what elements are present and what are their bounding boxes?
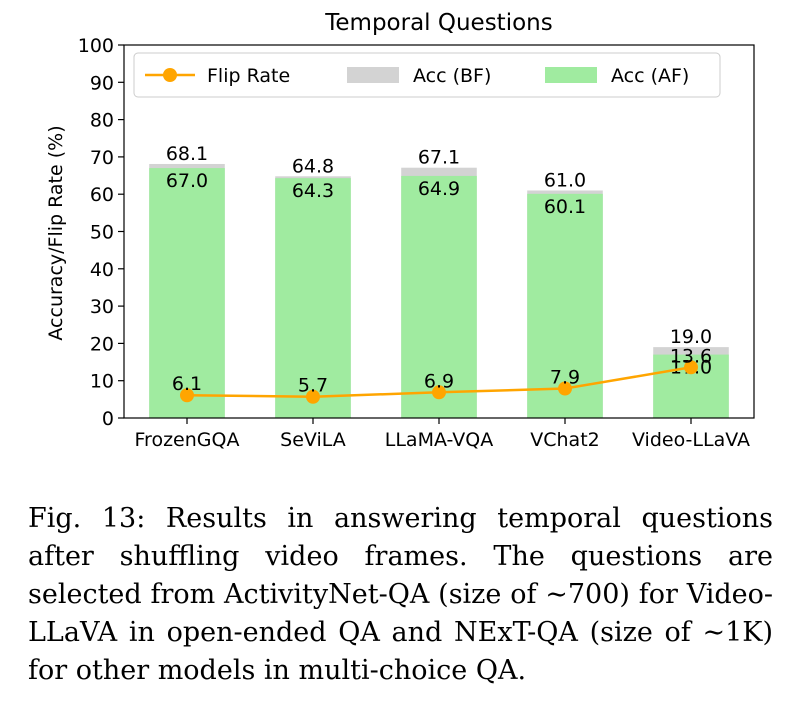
flip-rate-point (558, 381, 572, 396)
flip-rate-point (684, 360, 698, 375)
flip-rate-point (432, 385, 446, 400)
acc-bf-value-label: 68.1 (166, 143, 208, 165)
y-tick-label: 50 (90, 222, 114, 244)
legend-box (133, 52, 721, 98)
legend-acc-af-swatch (545, 67, 597, 83)
y-tick-label: 80 (90, 110, 114, 132)
y-tick-label: 100 (78, 35, 114, 57)
acc-af-bar (527, 193, 603, 418)
flip-rate-value-label: 13.6 (670, 345, 712, 367)
legend-acc-af-label: Acc (AF) (611, 65, 689, 87)
acc-af-bar (275, 178, 351, 418)
bar-line-chart: Temporal Questions Accuracy/Flip Rate (%… (45, 10, 755, 451)
acc-bf-value-label: 67.1 (418, 147, 460, 169)
flip-rate-value-label: 5.7 (298, 375, 328, 397)
acc-af-value-label: 64.3 (292, 180, 334, 202)
x-tick-label: VChat2 (530, 429, 600, 451)
chart-title: Temporal Questions (324, 10, 552, 36)
axes: 0 10 20 30 40 50 60 70 80 90 100 FrozenGQA SeViLA LLa… (78, 35, 755, 451)
flip-rate-value-label: 6.9 (424, 370, 454, 392)
y-tick-label: 70 (90, 147, 114, 169)
y-axis-label: Accuracy/Flip Rate (%) (45, 125, 67, 340)
chart-container: Temporal Questions Accuracy/Flip Rate (%… (45, 10, 755, 451)
bar-value-labels: 68.167.064.864.367.164.961.060.119.017.0 (166, 143, 712, 379)
y-tick-label: 30 (90, 296, 114, 318)
x-tick-label: Video-LLaVA (632, 429, 750, 451)
acc-af-bar (149, 168, 225, 418)
flip-rate-value-label: 7.9 (550, 367, 580, 389)
y-tick-label: 60 (90, 184, 114, 206)
acc-af-bars (149, 168, 729, 418)
y-tick-label: 20 (90, 333, 114, 355)
y-tick-label: 90 (90, 72, 114, 94)
flip-rate-point (306, 389, 320, 404)
acc-af-value-label: 64.9 (418, 178, 460, 200)
y-tick-label: 40 (90, 259, 114, 281)
x-tick-label: LLaMA-VQA (385, 429, 493, 451)
legend-acc-bf-swatch (347, 67, 399, 83)
acc-bf-value-label: 61.0 (544, 169, 586, 191)
x-tick-label: FrozenGQA (135, 429, 240, 451)
legend-flip-rate-label: Flip Rate (207, 65, 290, 87)
acc-bf-value-label: 64.8 (292, 155, 334, 177)
flip-rate-line: 6.1 5.7 6.9 7.9 13.6 (172, 345, 712, 404)
acc-af-bar (401, 175, 477, 418)
x-tick-label: SeViLA (280, 429, 346, 451)
legend: Flip Rate Acc (BF) Acc (AF) (133, 52, 721, 98)
acc-af-value-label: 60.1 (544, 196, 586, 218)
legend-flip-rate-marker (163, 68, 177, 82)
flip-rate-point (180, 388, 194, 403)
legend-acc-bf-label: Acc (BF) (413, 65, 491, 87)
figure-caption: Fig. 13: Results in answering temporal q… (28, 503, 773, 686)
acc-bf-value-label: 19.0 (670, 326, 712, 348)
acc-af-value-label: 67.0 (166, 170, 208, 192)
y-tick-label: 10 (90, 371, 114, 393)
flip-rate-value-label: 6.1 (172, 373, 202, 395)
y-tick-label: 0 (102, 408, 114, 430)
